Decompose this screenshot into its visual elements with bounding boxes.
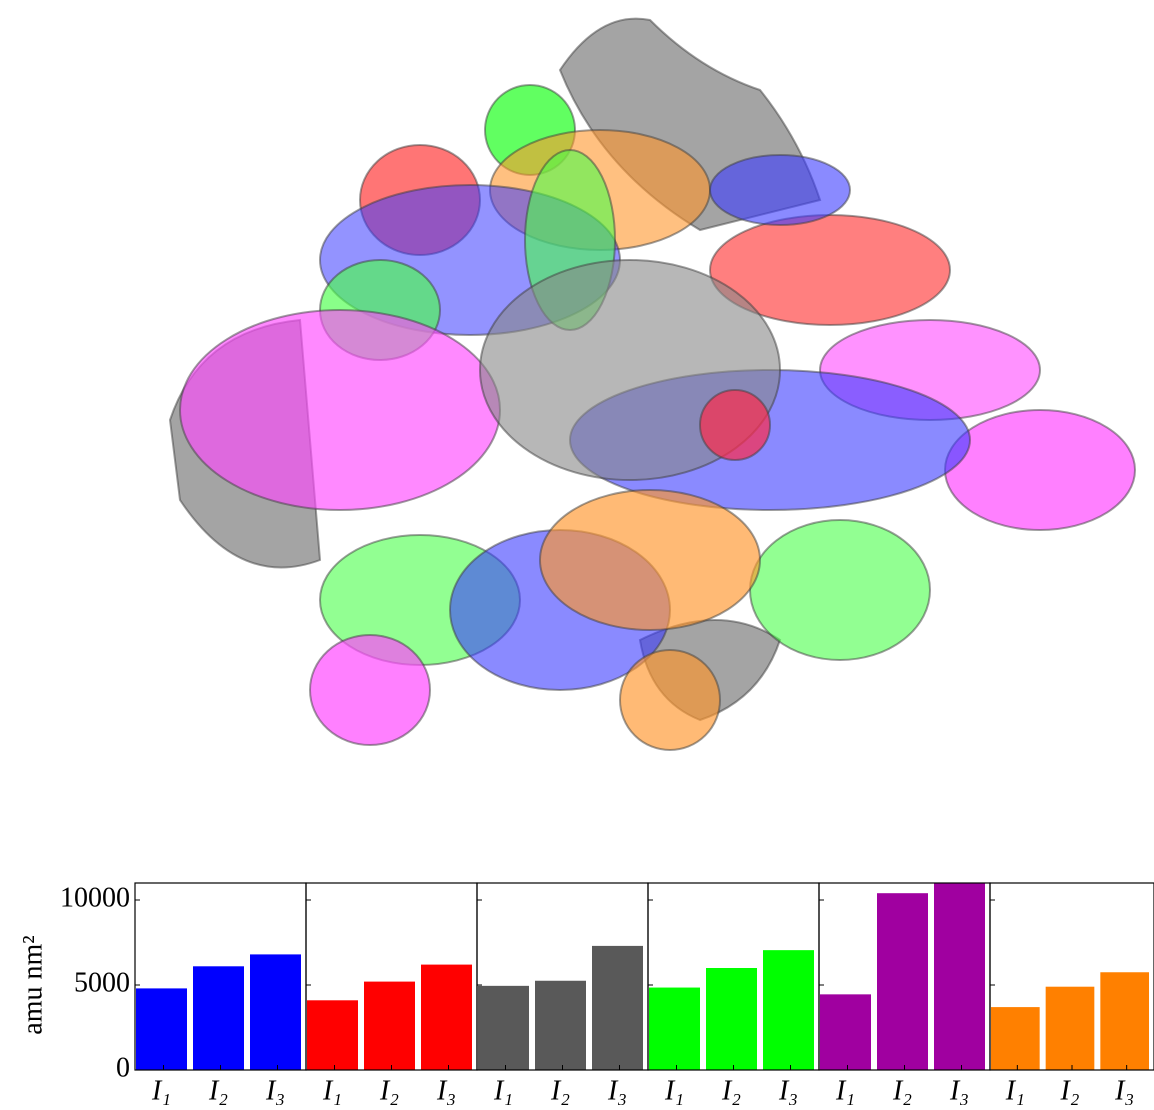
x-tick-label: I₁ bbox=[664, 1075, 684, 1105]
bar bbox=[478, 986, 529, 1070]
x-tick-label: I₂ bbox=[379, 1075, 399, 1105]
surface-blob bbox=[620, 650, 720, 750]
panel bbox=[991, 972, 1149, 1070]
bar bbox=[1100, 972, 1149, 1070]
bar bbox=[535, 981, 586, 1070]
x-tick-label: I₃ bbox=[607, 1075, 627, 1105]
bar bbox=[649, 988, 700, 1070]
bar bbox=[991, 1007, 1040, 1070]
x-tick-label: I₂ bbox=[721, 1075, 741, 1105]
panel bbox=[478, 946, 643, 1070]
surface-blob bbox=[180, 310, 500, 510]
x-tick-label: I₂ bbox=[892, 1075, 912, 1105]
x-tick-label: I₁ bbox=[835, 1075, 855, 1105]
x-tick-label: I₃ bbox=[778, 1075, 798, 1105]
bar bbox=[592, 946, 643, 1070]
x-tick-label: I₃ bbox=[265, 1075, 285, 1105]
x-tick-label: I₁ bbox=[493, 1075, 513, 1105]
bar bbox=[364, 982, 415, 1070]
bar bbox=[250, 954, 301, 1070]
y-tick-label: 5000 bbox=[74, 967, 130, 998]
bar bbox=[763, 950, 814, 1070]
surface-blob bbox=[310, 635, 430, 745]
x-tick-label: I₂ bbox=[550, 1075, 570, 1105]
bar bbox=[193, 966, 244, 1070]
panel bbox=[820, 881, 985, 1070]
figure: I₁ I₂ I₃ 0 5000 10000 amu nm² I₁ I₂ I₃ I₁ I₂ I₃ I₁ I₂ I… bbox=[0, 0, 1154, 1105]
x-tick-label: I₁ bbox=[322, 1075, 342, 1105]
x-tick-label: I₂ bbox=[208, 1075, 228, 1105]
bar bbox=[877, 893, 928, 1070]
surface-blob bbox=[750, 520, 930, 660]
x-tick-label: I₁ bbox=[1005, 1075, 1025, 1105]
bar bbox=[706, 968, 757, 1070]
bar bbox=[421, 965, 472, 1070]
panel bbox=[307, 965, 472, 1070]
surface-blob bbox=[540, 490, 760, 630]
surface-blob bbox=[700, 390, 770, 460]
surface-blob bbox=[710, 155, 850, 225]
bar bbox=[1046, 987, 1095, 1070]
surface-blob bbox=[945, 410, 1135, 530]
x-tick-label: I₂ bbox=[1059, 1075, 1079, 1105]
x-tick-label: I₃ bbox=[949, 1075, 969, 1105]
bar bbox=[307, 1000, 358, 1070]
panel bbox=[136, 954, 301, 1070]
x-tick-label: I₁ bbox=[151, 1075, 171, 1105]
bar bbox=[820, 994, 871, 1070]
y-axis-label: amu nm² bbox=[17, 935, 48, 1034]
x-tick-label: I₃ bbox=[1114, 1075, 1134, 1105]
bar bbox=[934, 881, 985, 1070]
panel bbox=[649, 950, 814, 1070]
y-tick-label: 0 bbox=[116, 1052, 130, 1083]
x-tick-label: I₃ bbox=[436, 1075, 456, 1105]
y-tick-label: 10000 bbox=[60, 882, 130, 913]
bar bbox=[136, 988, 187, 1070]
molecule-render bbox=[170, 19, 1135, 750]
